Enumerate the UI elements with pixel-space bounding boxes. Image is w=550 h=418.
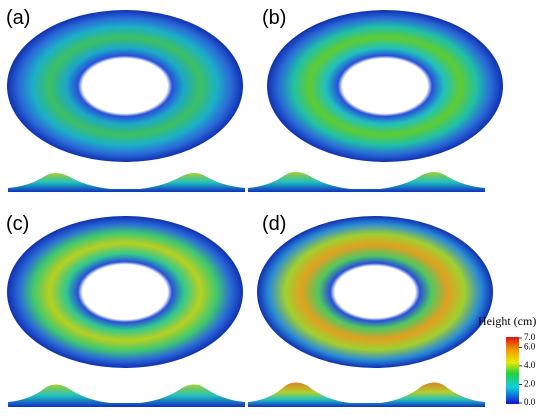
side-profile xyxy=(8,173,245,192)
colorbar: Height (cm) 7.06.0 4.0 2.0 0.0 xyxy=(478,314,536,407)
colorbar-gradient xyxy=(506,337,519,404)
colorbar-tick-label: 4.0 xyxy=(524,360,536,370)
colorbar-tick-label: 0.0 xyxy=(524,397,536,407)
panel-label: (d) xyxy=(262,213,286,235)
colorbar-tick-label: 7.0 xyxy=(524,332,536,342)
side-profile xyxy=(248,382,485,407)
colorbar-title: Height (cm) xyxy=(478,314,536,328)
panel-d: (d) xyxy=(248,213,493,407)
side-profile xyxy=(8,384,245,407)
ring-map xyxy=(7,10,243,162)
panel-label: (b) xyxy=(262,7,286,29)
side-profile xyxy=(248,172,485,192)
panel-label: (c) xyxy=(6,213,29,235)
ring-map xyxy=(267,10,503,162)
panel-b: (b) xyxy=(248,7,503,192)
panel-a: (a) xyxy=(6,7,245,192)
panel-c: (c) xyxy=(6,213,245,407)
colorbar-tick-label: 2.0 xyxy=(524,378,536,388)
colorbar-tick-label: 6.0 xyxy=(524,341,536,351)
ring-map xyxy=(7,216,243,368)
panel-label: (a) xyxy=(6,7,30,29)
ring-map xyxy=(257,216,493,368)
